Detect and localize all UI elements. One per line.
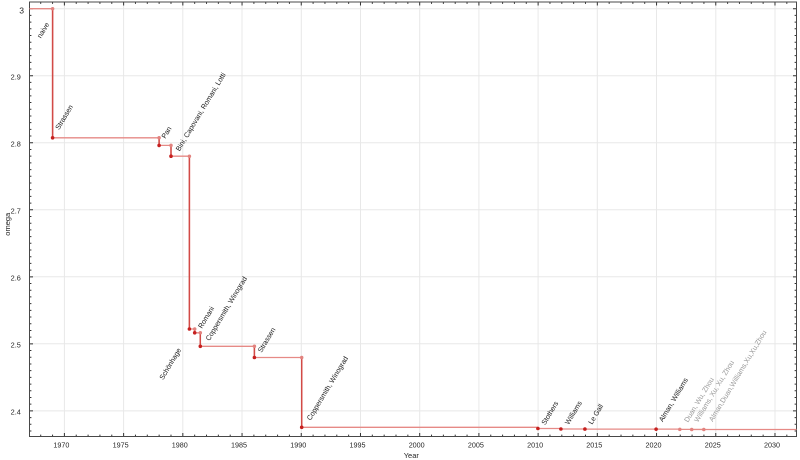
svg-text:1980: 1980 — [172, 440, 188, 449]
svg-text:1970: 1970 — [53, 440, 69, 449]
svg-text:2005: 2005 — [468, 440, 484, 449]
svg-text:2.7: 2.7 — [11, 206, 21, 215]
svg-text:1990: 1990 — [290, 440, 306, 449]
svg-text:2000: 2000 — [409, 440, 425, 449]
svg-text:1985: 1985 — [231, 440, 247, 449]
svg-text:2.5: 2.5 — [11, 340, 21, 349]
svg-text:omega: omega — [3, 212, 12, 236]
svg-text:3: 3 — [19, 5, 24, 15]
svg-text:1995: 1995 — [350, 440, 366, 449]
svg-text:2.6: 2.6 — [11, 273, 21, 282]
svg-text:2025: 2025 — [705, 440, 721, 449]
svg-text:2.9: 2.9 — [11, 72, 21, 81]
svg-text:2.8: 2.8 — [11, 139, 21, 148]
svg-text:2.4: 2.4 — [11, 407, 21, 416]
svg-text:2030: 2030 — [764, 440, 780, 449]
svg-text:2020: 2020 — [646, 440, 662, 449]
svg-text:1975: 1975 — [113, 440, 129, 449]
svg-text:2015: 2015 — [586, 440, 602, 449]
svg-text:Year: Year — [404, 451, 420, 460]
svg-text:2010: 2010 — [527, 440, 543, 449]
